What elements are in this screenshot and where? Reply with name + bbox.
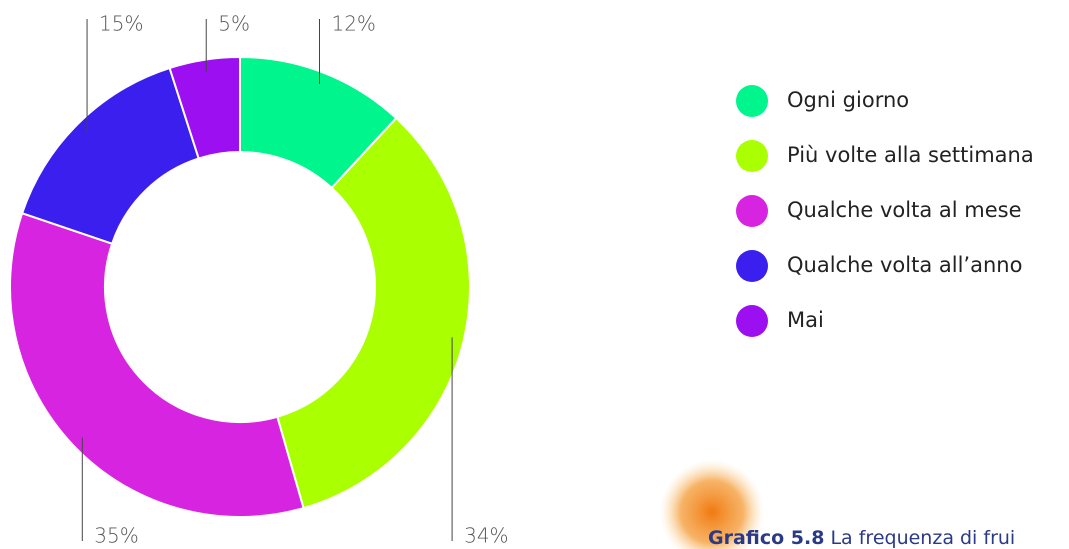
caption: Grafico 5.8 La frequenza di frui [708, 527, 1015, 549]
data-label: 12% [331, 12, 375, 36]
caption-decoration [660, 460, 764, 549]
donut-segment [168, 55, 241, 160]
data-label: 5% [218, 12, 250, 36]
legend-swatch [736, 140, 768, 172]
legend-label: Mai [787, 308, 824, 332]
caption-number: Grafico 5.8 [708, 527, 824, 549]
legend-swatch [736, 250, 768, 282]
data-label: 35% [94, 524, 138, 548]
donut-segment [276, 116, 471, 510]
data-label: 15% [99, 12, 143, 36]
legend-label: Più volte alla settimana [787, 143, 1034, 167]
legend-swatch [736, 305, 768, 337]
data-label: 34% [464, 524, 508, 548]
legend-label: Ogni giorno [787, 88, 909, 112]
donut-segment [9, 211, 305, 518]
legend-label: Qualche volta al mese [787, 198, 1022, 222]
donut-segment [20, 66, 200, 245]
caption-text: La frequenza di frui [830, 527, 1015, 549]
legend-swatch [736, 85, 768, 117]
legend-label: Qualche volta all’anno [787, 253, 1022, 277]
legend-swatch [736, 195, 768, 227]
